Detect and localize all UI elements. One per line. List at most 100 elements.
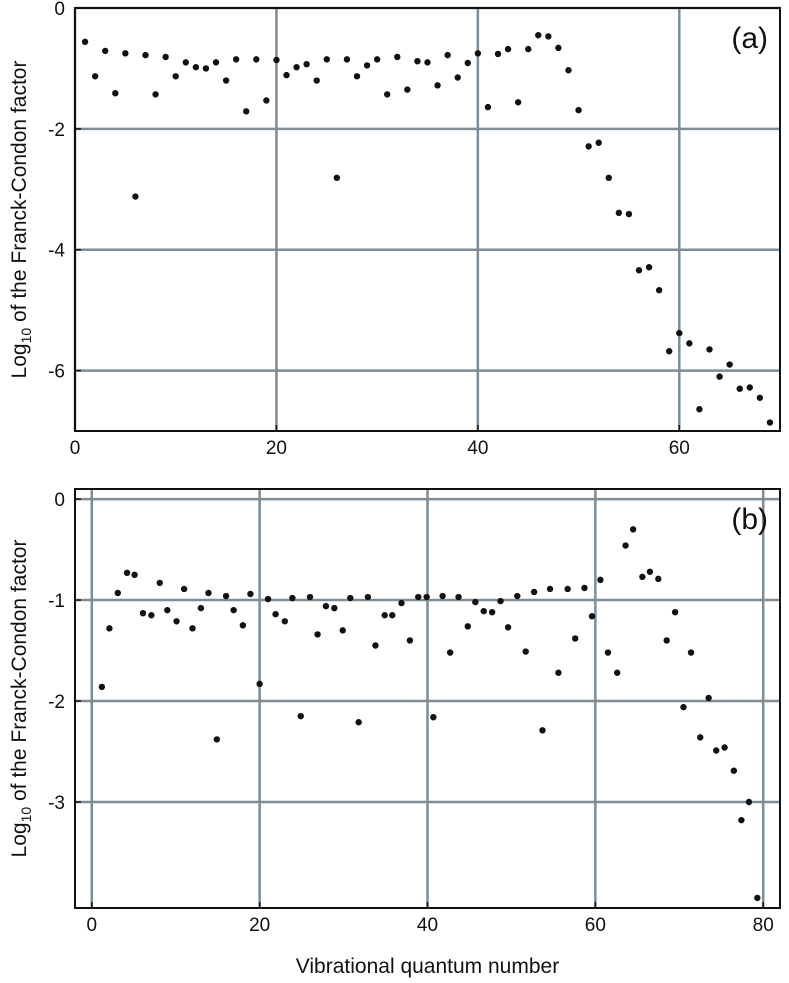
data-point	[484, 103, 492, 111]
data-point	[504, 45, 512, 53]
data-point	[247, 590, 254, 598]
data-point	[494, 50, 502, 58]
data-point	[655, 287, 663, 294]
data-point	[671, 608, 679, 616]
data-point	[572, 635, 579, 642]
x-tick-label: 60	[669, 438, 690, 459]
data-point	[522, 648, 529, 655]
data-point	[106, 625, 113, 632]
data-point	[222, 592, 230, 600]
data-point	[581, 584, 588, 592]
data-point	[189, 625, 196, 632]
data-point	[455, 593, 462, 601]
data-point	[182, 59, 189, 66]
data-point	[381, 612, 388, 619]
plot-frame	[74, 7, 781, 432]
data-point	[355, 719, 362, 726]
data-point	[389, 612, 396, 619]
x-tick-label: 0	[86, 915, 97, 936]
data-point	[514, 592, 521, 600]
data-point	[565, 67, 572, 74]
data-point	[766, 419, 774, 426]
data-point	[555, 669, 562, 676]
data-point	[430, 713, 437, 721]
data-point	[415, 593, 422, 601]
data-point	[173, 618, 180, 625]
data-point	[474, 50, 482, 57]
data-point	[256, 680, 263, 688]
data-point	[546, 585, 554, 593]
data-point	[639, 573, 646, 581]
data-point	[539, 727, 546, 734]
data-point	[306, 593, 314, 601]
x-tick-label: 40	[417, 915, 438, 936]
plot-frame	[74, 488, 781, 909]
y-label-part: Log	[8, 822, 31, 857]
data-point	[434, 82, 441, 89]
data-point	[363, 62, 371, 69]
data-point	[156, 579, 163, 587]
data-point	[525, 45, 532, 53]
y-axis-label: Log10 of the Franck-Condon factor	[8, 61, 34, 379]
data-point	[213, 736, 221, 743]
data-point	[293, 64, 300, 71]
data-point	[756, 394, 764, 401]
data-point	[423, 593, 430, 601]
data-point	[680, 703, 687, 711]
data-point	[676, 329, 683, 337]
y-tick-label: -2	[48, 120, 65, 141]
data-point	[353, 73, 361, 80]
y-tick-label: -3	[48, 793, 65, 814]
y-label-part: of the Franck-Condon factor	[8, 540, 31, 807]
y-label-subscript: 10	[18, 807, 34, 823]
data-point	[192, 64, 200, 71]
data-point	[180, 585, 188, 593]
data-point	[535, 31, 542, 39]
data-point	[123, 569, 131, 576]
data-point	[663, 637, 670, 644]
data-point	[239, 622, 247, 629]
y-tick-label: -6	[48, 362, 65, 383]
data-point	[414, 57, 421, 65]
data-point	[264, 595, 272, 603]
data-point	[212, 59, 220, 66]
data-point	[122, 50, 129, 57]
x-tick-label: 80	[753, 915, 774, 936]
data-point	[585, 143, 592, 150]
panel-label: (b)	[731, 503, 768, 536]
data-point	[666, 348, 673, 355]
data-point	[726, 361, 733, 368]
data-point	[555, 44, 562, 52]
data-point	[364, 593, 372, 601]
data-point	[705, 694, 712, 702]
data-point	[464, 59, 471, 67]
panel: 0 20 40 60 0 -2 -4 -6 (a) Log10 of the Franck-Con…	[8, 0, 781, 459]
data-point	[197, 604, 205, 612]
data-point	[131, 571, 138, 579]
y-tick-label: -1	[48, 591, 65, 612]
data-point	[622, 542, 629, 549]
y-tick-label: -4	[48, 241, 65, 262]
data-point	[721, 744, 728, 751]
data-point	[635, 267, 643, 274]
data-point	[595, 139, 602, 146]
data-point	[162, 53, 169, 61]
data-point	[283, 71, 290, 79]
data-point	[394, 53, 401, 61]
data-point	[230, 606, 237, 614]
data-point	[289, 594, 296, 602]
data-point	[686, 340, 693, 347]
data-point	[746, 384, 753, 391]
data-point	[373, 56, 381, 63]
data-point	[91, 73, 99, 80]
panel: 0 20 40 60 80 0 -1 -2 -3 (b) Log10 of the Franck-C…	[8, 488, 781, 978]
data-point	[697, 734, 704, 741]
y-label-subscript: 10	[18, 328, 34, 344]
data-point	[331, 604, 338, 612]
data-point	[754, 894, 761, 902]
y-axis-label: Log10 of the Franck-Condon factor	[8, 540, 34, 858]
data-point	[424, 59, 431, 66]
data-point	[339, 627, 346, 634]
data-point	[613, 669, 621, 676]
